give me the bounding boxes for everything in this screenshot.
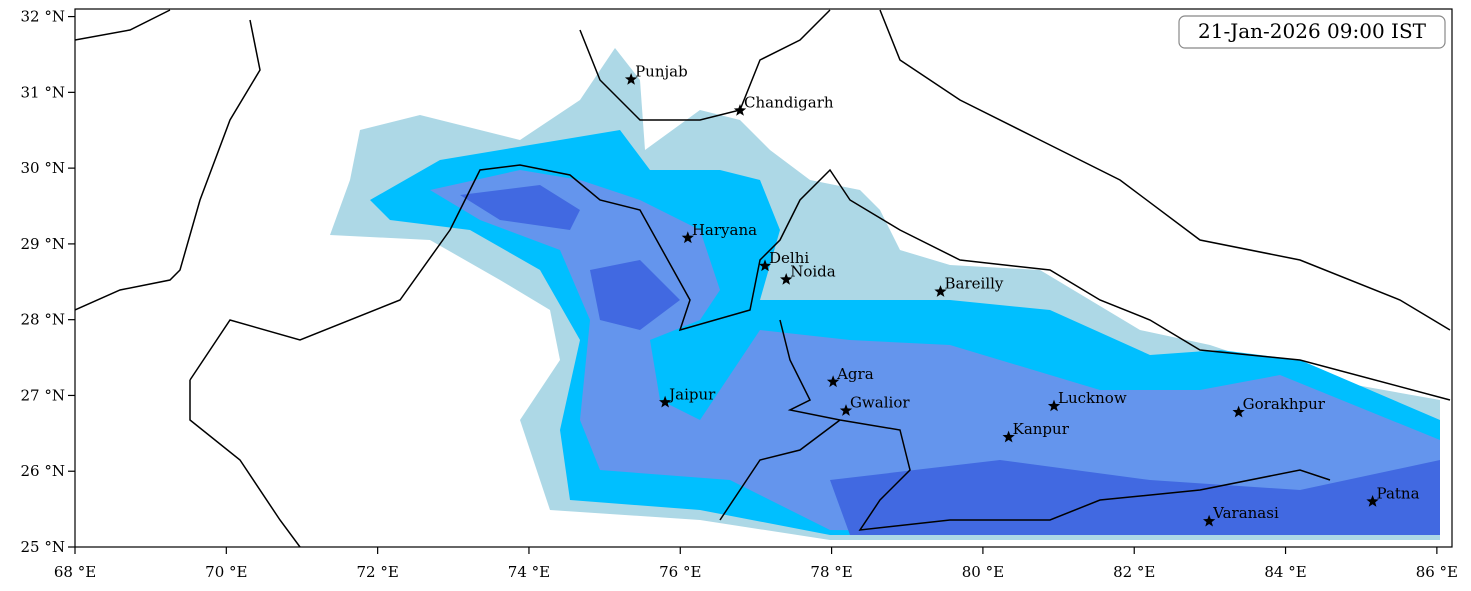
- y-tick-label: 27 °N: [21, 386, 65, 404]
- x-tick-label: 68 °E: [54, 563, 96, 581]
- y-tick-label: 31 °N: [21, 83, 65, 101]
- city-marker: [826, 375, 840, 388]
- plot-frame: [74, 8, 1453, 548]
- y-tick-label: 25 °N: [21, 538, 65, 556]
- city-label: Bareilly: [945, 275, 1004, 293]
- y-tick-label: 32 °N: [21, 8, 65, 26]
- city-label: Noida: [790, 263, 836, 281]
- city-label: Haryana: [692, 221, 757, 239]
- city-marker: [839, 404, 853, 416]
- city-label: Chandigarh: [744, 94, 834, 112]
- city-label: Delhi: [769, 249, 809, 267]
- city-marker: [681, 231, 694, 244]
- fog-very-dense: [460, 185, 1440, 535]
- title-frame: [1178, 15, 1446, 49]
- city-marker: [624, 73, 638, 85]
- x-tick-label: 76 °E: [659, 563, 701, 581]
- city-label: Lucknow: [1058, 389, 1127, 407]
- x-tick-label: 74 °E: [508, 563, 550, 581]
- borders: [75, 9, 1451, 547]
- city-label: Varanasi: [1212, 504, 1279, 522]
- city-marker: [1232, 405, 1245, 418]
- x-tick-label: 70 °E: [205, 563, 247, 581]
- city-label: Gwalior: [850, 394, 910, 412]
- city-marker: [1047, 399, 1061, 412]
- city-marker: [1203, 514, 1216, 527]
- y-tick-label: 28 °N: [21, 311, 65, 329]
- city-marker: [758, 259, 772, 272]
- city-label: Jaipur: [667, 385, 716, 403]
- fog-dense: [430, 170, 1440, 535]
- city-marker: [659, 395, 672, 408]
- city-label: Agra: [836, 365, 874, 383]
- city-marker: [1002, 430, 1015, 443]
- city-label: Punjab: [635, 62, 688, 80]
- y-tick-label: 29 °N: [21, 235, 65, 253]
- y-tick-label: 30 °N: [21, 159, 65, 177]
- title: 21-Jan-2026 09:00 IST: [1198, 19, 1427, 43]
- city-label: Kanpur: [1013, 420, 1070, 438]
- x-tick-label: 84 °E: [1264, 563, 1306, 581]
- city-label: Gorakhpur: [1243, 395, 1326, 413]
- city-marker: [780, 273, 793, 285]
- x-tick-label: 80 °E: [962, 563, 1004, 581]
- city-label: Patna: [1377, 485, 1420, 503]
- fog-layer: [75, 9, 1451, 547]
- x-tick-label: 78 °E: [810, 563, 852, 581]
- city-marker: [733, 104, 747, 116]
- city-marker: [1366, 495, 1379, 507]
- y-tick-label: 26 °N: [21, 462, 65, 480]
- x-tick-label: 82 °E: [1113, 563, 1155, 581]
- x-tick-label: 86 °E: [1416, 563, 1458, 581]
- city-marker: [934, 285, 947, 297]
- title-box: 21-Jan-2026 09:00 IST: [1178, 15, 1446, 49]
- x-tick-label: 72 °E: [356, 563, 398, 581]
